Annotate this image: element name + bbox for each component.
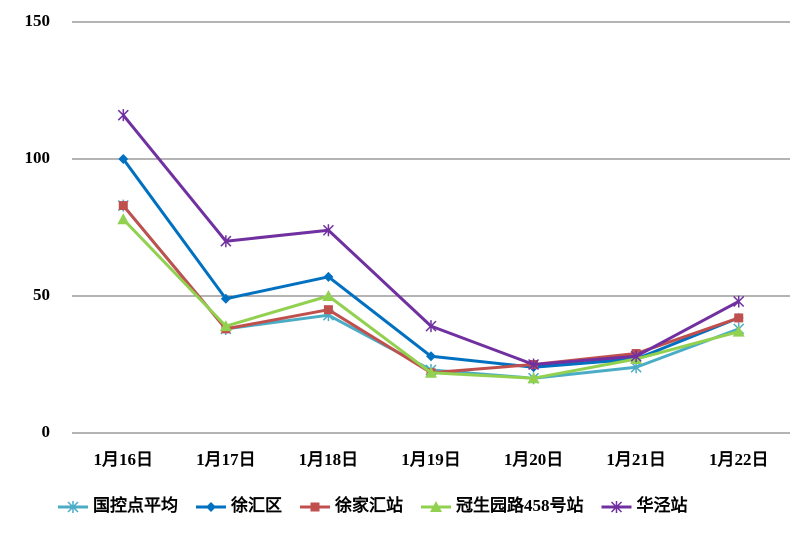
y-tick-label: 50 (33, 285, 50, 304)
legend-label: 徐汇区 (230, 495, 282, 515)
x-tick-label: 1月18日 (299, 450, 359, 469)
data-point (117, 109, 129, 122)
x-tick-label: 1月21日 (606, 450, 666, 469)
data-point (220, 293, 231, 304)
x-tick-label: 1月22日 (709, 450, 769, 469)
data-point (733, 295, 745, 308)
legend-label: 冠生园路458号站 (456, 495, 584, 515)
legend-marker (430, 501, 442, 512)
data-point (425, 366, 437, 378)
data-point (322, 224, 334, 237)
legend-marker (310, 502, 320, 512)
data-point (323, 271, 334, 282)
data-point (323, 305, 333, 315)
data-point (118, 154, 129, 164)
data-point (426, 351, 436, 362)
legend-marker (610, 501, 623, 513)
data-point (118, 201, 128, 211)
data-point (322, 290, 335, 301)
x-tick-label: 1月16日 (94, 450, 154, 469)
data-point (425, 320, 437, 333)
x-tick-label: 1月19日 (401, 450, 461, 469)
series-line (122, 158, 740, 369)
data-point (527, 372, 540, 384)
data-point (219, 320, 232, 332)
data-point (117, 213, 130, 225)
data-point (220, 235, 232, 248)
x-tick-label: 1月17日 (196, 450, 256, 469)
data-point (734, 313, 744, 323)
y-tick-label: 0 (42, 422, 51, 441)
legend-marker (67, 501, 79, 513)
legend-marker (206, 502, 216, 512)
y-tick-label: 100 (25, 148, 51, 167)
data-point (732, 325, 745, 337)
data-point (528, 358, 540, 371)
x-tick-label: 1月20日 (504, 450, 564, 469)
y-tick-label: 150 (25, 11, 51, 30)
legend-label: 徐家汇站 (334, 495, 403, 515)
legend-label: 国控点平均 (93, 495, 178, 515)
legend-label: 华泾站 (637, 495, 688, 515)
data-point (630, 350, 642, 363)
